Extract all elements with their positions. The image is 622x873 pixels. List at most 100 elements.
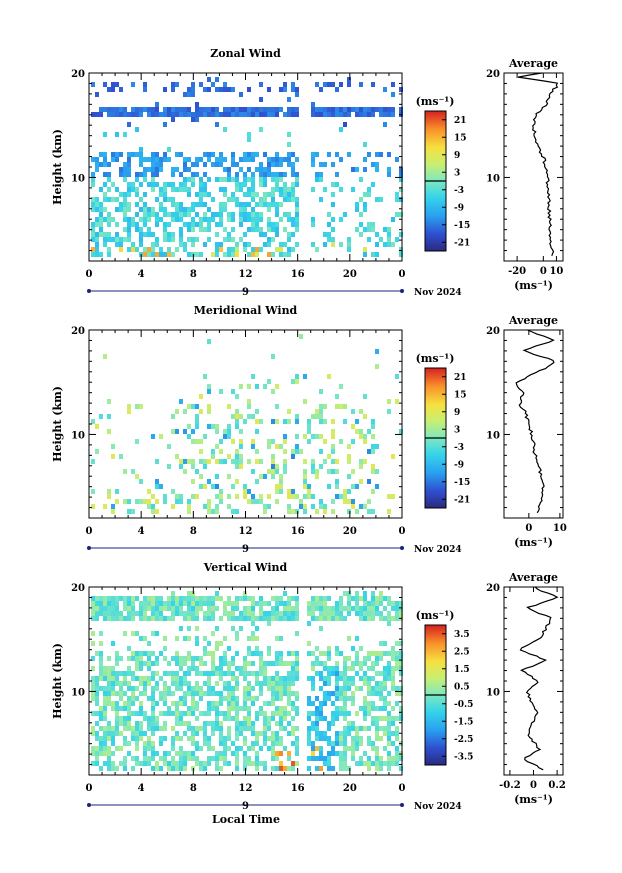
panel-title: Vertical Wind bbox=[203, 561, 288, 574]
colorbar-tick-label: -9 bbox=[454, 460, 464, 470]
average-profile-line bbox=[515, 329, 555, 514]
y-tick-label: 10 bbox=[71, 687, 85, 698]
average-profile-line bbox=[519, 586, 559, 771]
colorbar-tick-label: 3 bbox=[454, 425, 460, 435]
colorbar-tick-label: -9 bbox=[454, 203, 464, 213]
average-title: Average bbox=[508, 57, 558, 70]
x-tick-label: 0 bbox=[86, 269, 93, 280]
local-time-label: Local Time bbox=[212, 813, 280, 826]
y-axis-label: Height (km) bbox=[51, 129, 64, 205]
average-y-tick-label: 20 bbox=[486, 326, 500, 337]
average-frame bbox=[503, 586, 564, 776]
colorbar-tick-label: 9 bbox=[454, 151, 460, 161]
colorbar-units: (ms⁻¹) bbox=[416, 609, 455, 622]
x-tick-label: 0 bbox=[399, 783, 406, 794]
average-x-label: (ms⁻¹) bbox=[514, 793, 553, 806]
y-tick-label: 20 bbox=[71, 583, 85, 594]
colorbar-tick-label: -3.5 bbox=[454, 752, 473, 762]
y-tick-label: 20 bbox=[71, 326, 85, 337]
day-label: 9 bbox=[242, 544, 249, 555]
x-tick-label: 0 bbox=[399, 526, 406, 537]
colorbar-tick-label: -21 bbox=[454, 495, 470, 505]
panel-2: Meridional Wind 10 20 Height (km) 0 4 8 12 16 20 0… bbox=[51, 304, 567, 555]
average-y-tick-label: 20 bbox=[486, 583, 500, 594]
y-axis-label: Height (km) bbox=[51, 386, 64, 462]
average-x-tick-label: 0 bbox=[525, 523, 532, 534]
colorbar-tick-label: 3.5 bbox=[454, 630, 470, 640]
x-tick-label: 16 bbox=[291, 783, 305, 794]
colorbar-tick-label: 15 bbox=[454, 390, 467, 400]
average-x-tick-label: 0.2 bbox=[548, 780, 565, 791]
colorbar-tick-label: 9 bbox=[454, 408, 460, 418]
colorbar-tick-label: 0.5 bbox=[454, 682, 470, 692]
x-tick-label: 8 bbox=[190, 783, 197, 794]
colorbar-tick-label: 3 bbox=[454, 168, 460, 178]
average-frame bbox=[503, 329, 564, 519]
x-tick-label: 12 bbox=[239, 269, 253, 280]
average-x-tick-label: 10 bbox=[549, 266, 563, 277]
colorbar-tick-label: -0.5 bbox=[454, 700, 473, 710]
x-tick-label: 16 bbox=[291, 269, 305, 280]
colorbar-tick-label: -21 bbox=[454, 238, 470, 248]
x-tick-label: 4 bbox=[138, 526, 145, 537]
colorbar-tick-label: -3 bbox=[454, 186, 464, 196]
average-y-tick-label: 10 bbox=[486, 173, 500, 184]
x-tick-label: 20 bbox=[343, 269, 357, 280]
panel-1: Zonal Wind 10 20 Height (km) 0 4 8 12 16 20 0 9 Nov … bbox=[51, 47, 564, 298]
average-frame bbox=[503, 72, 564, 262]
colorbar-tick-label: 21 bbox=[454, 373, 467, 383]
x-tick-label: 8 bbox=[190, 526, 197, 537]
colorbar-tick-label: 21 bbox=[454, 116, 467, 126]
x-tick-label: 12 bbox=[239, 783, 253, 794]
average-y-tick-label: 20 bbox=[486, 69, 500, 80]
colorbar-tick-label: -1.5 bbox=[454, 717, 473, 727]
average-x-tick-label: -20 bbox=[508, 266, 526, 277]
heatmap-cells bbox=[91, 77, 403, 257]
average-x-label: (ms⁻¹) bbox=[514, 279, 553, 292]
colorbar-tick-label: -2.5 bbox=[454, 735, 473, 745]
y-tick-label: 10 bbox=[71, 430, 85, 441]
heatmap-cells bbox=[91, 591, 403, 771]
y-tick-label: 10 bbox=[71, 173, 85, 184]
x-tick-label: 0 bbox=[86, 526, 93, 537]
panel-title: Meridional Wind bbox=[194, 304, 298, 317]
panel-title: Zonal Wind bbox=[210, 47, 281, 60]
date-label: Nov 2024 bbox=[414, 545, 462, 555]
colorbar-tick-label: -15 bbox=[454, 221, 470, 231]
average-x-tick-label: -0.2 bbox=[499, 780, 521, 791]
x-tick-label: 12 bbox=[239, 526, 253, 537]
colorbar-units: (ms⁻¹) bbox=[416, 352, 455, 365]
average-title: Average bbox=[508, 314, 558, 327]
average-x-tick-label: 0 bbox=[530, 780, 537, 791]
colorbar-tick-label: 15 bbox=[454, 133, 467, 143]
colorbar-tick-label: -15 bbox=[454, 478, 470, 488]
heatmap-cells bbox=[91, 334, 403, 514]
colorbar-tick-label: 1.5 bbox=[454, 665, 470, 675]
day-label: 9 bbox=[242, 801, 249, 812]
average-y-tick-label: 10 bbox=[486, 687, 500, 698]
average-x-label: (ms⁻¹) bbox=[514, 536, 553, 549]
y-tick-label: 20 bbox=[71, 69, 85, 80]
day-label: 9 bbox=[242, 287, 249, 298]
x-tick-label: 20 bbox=[343, 526, 357, 537]
panel-3: Vertical Wind 10 20 Height (km) 0 4 8 12 16 20 0 9 N… bbox=[51, 561, 566, 812]
colorbar-tick-label: -3 bbox=[454, 443, 464, 453]
average-x-tick-label: 0 bbox=[540, 266, 547, 277]
colorbar-tick-label: 2.5 bbox=[454, 647, 470, 657]
average-x-tick-label: 10 bbox=[553, 523, 567, 534]
x-tick-label: 4 bbox=[138, 269, 145, 280]
x-tick-label: 20 bbox=[343, 783, 357, 794]
y-axis-label: Height (km) bbox=[51, 643, 64, 719]
x-tick-label: 8 bbox=[190, 269, 197, 280]
average-y-tick-label: 10 bbox=[486, 430, 500, 441]
x-tick-label: 4 bbox=[138, 783, 145, 794]
average-title: Average bbox=[508, 571, 558, 584]
x-tick-label: 16 bbox=[291, 526, 305, 537]
average-profile-line bbox=[517, 72, 559, 256]
date-label: Nov 2024 bbox=[414, 288, 462, 298]
date-label: Nov 2024 bbox=[414, 802, 462, 812]
x-tick-label: 0 bbox=[399, 269, 406, 280]
colorbar-units: (ms⁻¹) bbox=[416, 95, 455, 108]
x-tick-label: 0 bbox=[86, 783, 93, 794]
